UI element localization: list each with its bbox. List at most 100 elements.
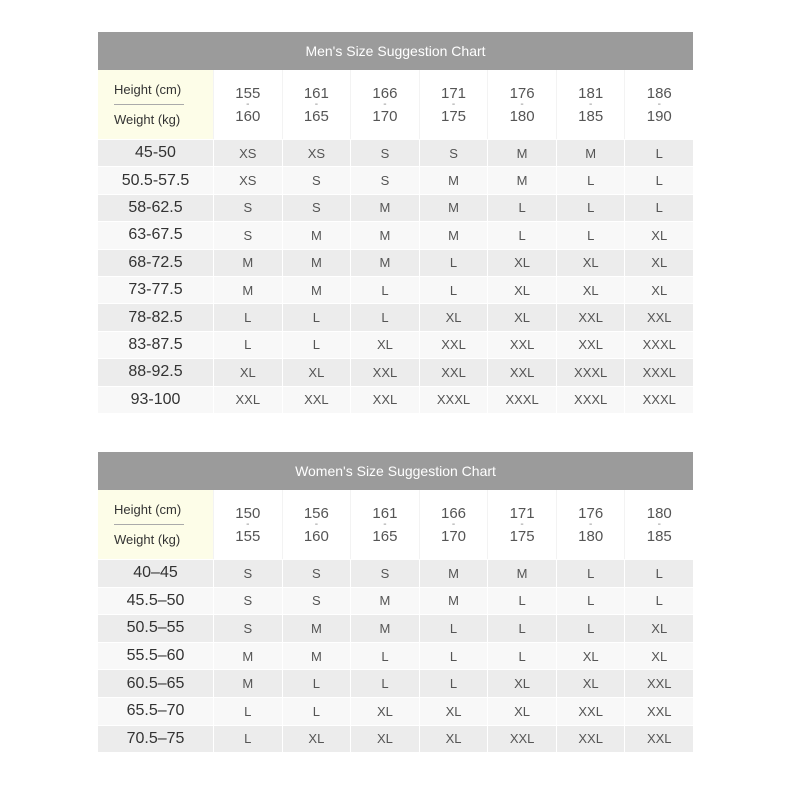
size-cell: XXXL: [555, 386, 625, 413]
height-min: 171: [441, 84, 467, 102]
size-cell: L: [555, 167, 625, 194]
height-min: 171: [509, 504, 535, 522]
size-cell: XL: [487, 697, 556, 725]
weight-label: Weight (kg): [114, 112, 181, 127]
size-cell: L: [213, 331, 282, 359]
weight-range-cell: 45.5–50: [126, 591, 185, 609]
size-cell: L: [281, 697, 351, 725]
size-cell: L: [418, 642, 488, 670]
height-max: 180: [509, 107, 535, 125]
height-max: 175: [441, 107, 467, 125]
size-cell: M: [281, 276, 351, 304]
size-cell: L: [555, 587, 625, 615]
size-cell: L: [281, 304, 351, 331]
size-cell: XXXL: [487, 386, 556, 413]
size-cell: L: [418, 276, 488, 304]
table-row: 93-100 XXL XXL XXL XXXL XXXL XXXL XXXL: [98, 385, 693, 413]
size-cell: XXL: [555, 697, 625, 725]
size-cell: M: [350, 194, 419, 222]
size-cell: L: [213, 697, 282, 725]
size-cell: M: [487, 560, 556, 587]
height-min: 176: [509, 84, 535, 102]
size-cell: XL: [555, 276, 625, 304]
range-dash: -: [246, 518, 250, 530]
size-cell: L: [350, 642, 419, 670]
size-cell: XL: [487, 304, 556, 331]
weight-range-cell: 70.5–75: [126, 729, 185, 747]
size-cell: XL: [281, 725, 351, 753]
size-cell: XL: [624, 642, 693, 670]
size-cell: L: [487, 194, 556, 222]
size-cell: XXXL: [624, 386, 693, 413]
mens-size-chart: Men's Size Suggestion Chart Height (cm) We…: [98, 32, 693, 413]
size-cell: M: [350, 222, 419, 249]
size-cell: XL: [624, 249, 693, 276]
size-cell: M: [281, 642, 351, 670]
size-cell: XXL: [213, 386, 282, 413]
size-cell: M: [281, 222, 351, 249]
range-dash: -: [314, 518, 319, 530]
height-weight-label-cell: Height (cm) Weight (kg): [98, 490, 213, 559]
chart-title: Women's Size Suggestion Chart: [98, 452, 693, 490]
table-row: 50.5–55 S M M L L L XL: [98, 614, 693, 642]
size-cell: L: [213, 725, 282, 753]
size-cell: XS: [213, 140, 282, 167]
size-cell: XL: [487, 249, 556, 276]
size-cell: L: [487, 615, 556, 642]
size-cell: XS: [281, 140, 351, 167]
range-dash: -: [520, 518, 524, 530]
height-range-header: 161-165: [350, 490, 419, 559]
table-row: 68-72.5 M M M L XL XL XL: [98, 248, 693, 276]
size-cell: XL: [281, 359, 351, 386]
size-cell: XXL: [418, 331, 488, 359]
height-range-header: 166-170: [350, 70, 419, 139]
table-row: 70.5–75 L XL XL XL XXL XXL XXL: [98, 724, 693, 753]
table-row: 63-67.5 S M M M L L XL: [98, 221, 693, 249]
size-cell: XXXL: [624, 331, 693, 359]
height-range-header: 180-185: [624, 490, 693, 559]
weight-range-cell: 65.5–70: [126, 702, 185, 720]
table-row: 55.5–60 M M L L L XL XL: [98, 641, 693, 670]
height-range-header: 181-185: [555, 70, 625, 139]
divider: [114, 104, 184, 105]
height-label: Height (cm): [114, 82, 182, 97]
size-cell: XL: [555, 642, 625, 670]
size-cell: S: [350, 560, 419, 587]
weight-range-cell: 73-77.5: [128, 281, 183, 299]
size-cell: XL: [555, 670, 625, 697]
size-cell: XXL: [555, 304, 625, 331]
size-cell: M: [350, 615, 419, 642]
range-dash: -: [657, 518, 661, 530]
range-dash: -: [246, 98, 250, 110]
size-cell: L: [418, 249, 488, 276]
size-cell: XL: [624, 276, 693, 304]
height-range-header: 150-155: [213, 490, 282, 559]
size-cell: M: [281, 249, 351, 276]
height-max: 165: [372, 527, 398, 545]
weight-range-cell: 88-92.5: [128, 363, 183, 381]
size-cell: L: [213, 304, 282, 331]
range-dash: -: [589, 98, 593, 110]
size-cell: L: [555, 194, 625, 222]
size-cell: S: [213, 615, 282, 642]
size-cell: M: [418, 194, 488, 222]
weight-label: Weight (kg): [114, 532, 181, 547]
size-cell: M: [555, 140, 625, 167]
size-cell: L: [487, 222, 556, 249]
size-cell: M: [418, 560, 488, 587]
size-cell: S: [418, 140, 488, 167]
size-cell: XS: [213, 167, 282, 194]
size-cell: XXXL: [418, 386, 488, 413]
size-cell: S: [281, 167, 351, 194]
size-cell: XL: [418, 304, 488, 331]
size-cell: XL: [555, 249, 625, 276]
size-cell: XL: [350, 697, 419, 725]
size-cell: M: [418, 167, 488, 194]
height-range-header: 171-175: [418, 70, 488, 139]
weight-range-cell: 45-50: [135, 144, 176, 162]
size-cell: M: [213, 670, 282, 697]
size-cell: S: [213, 587, 282, 615]
height-range-header: 176-180: [555, 490, 625, 559]
height-min: 181: [578, 84, 604, 102]
height-label: Height (cm): [114, 502, 182, 517]
